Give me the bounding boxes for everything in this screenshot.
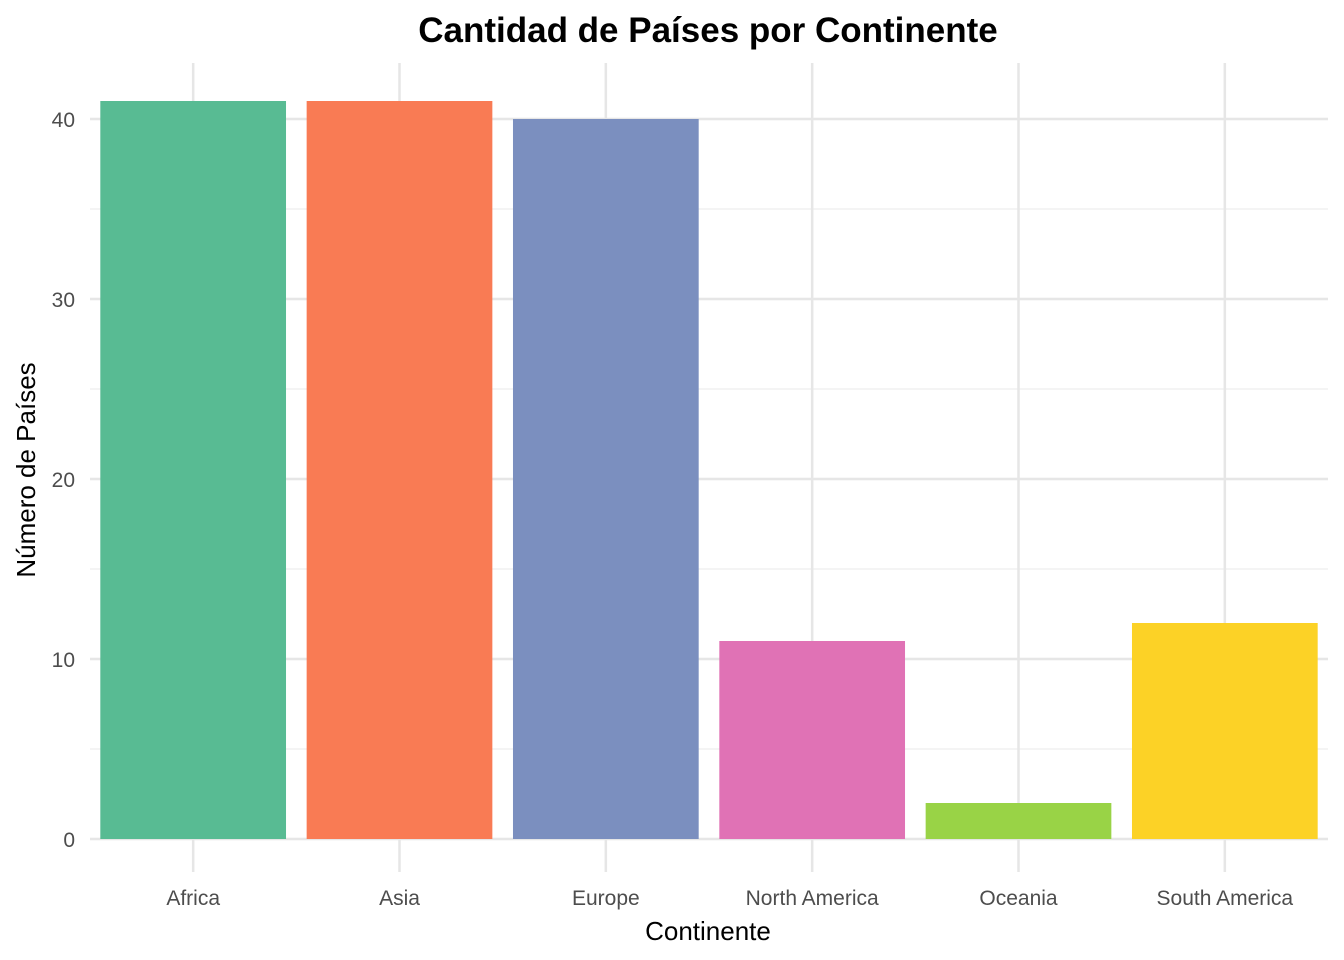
x-tick-label: Asia	[379, 887, 420, 910]
bar-africa	[100, 101, 287, 839]
y-axis-title: Número de Países	[11, 362, 41, 577]
bar-europe	[512, 119, 699, 839]
bars	[100, 101, 1318, 839]
y-tick-label: 30	[52, 289, 75, 312]
y-tick-label: 40	[52, 109, 75, 132]
x-tick-label: Oceania	[979, 887, 1058, 910]
bar-asia	[306, 101, 493, 839]
x-tick-label: Europe	[572, 887, 640, 910]
bar-south-america	[1131, 623, 1318, 839]
bar-north-america	[719, 641, 906, 839]
x-axis-ticks: Africa Asia Europe North America Oceania Sout…	[166, 887, 1293, 910]
chart-title: Cantidad de Países por Continente	[418, 11, 998, 50]
y-axis-ticks: 0 10 20 30 40	[52, 109, 75, 852]
y-tick-label: 0	[63, 829, 75, 852]
y-tick-label: 20	[52, 469, 75, 492]
x-tick-label: South America	[1157, 887, 1294, 910]
bar-oceania	[925, 803, 1112, 839]
x-tick-label: Africa	[166, 887, 220, 910]
x-axis-title: Continente	[645, 916, 771, 946]
y-tick-label: 10	[52, 649, 75, 672]
x-tick-label: North America	[746, 887, 879, 910]
